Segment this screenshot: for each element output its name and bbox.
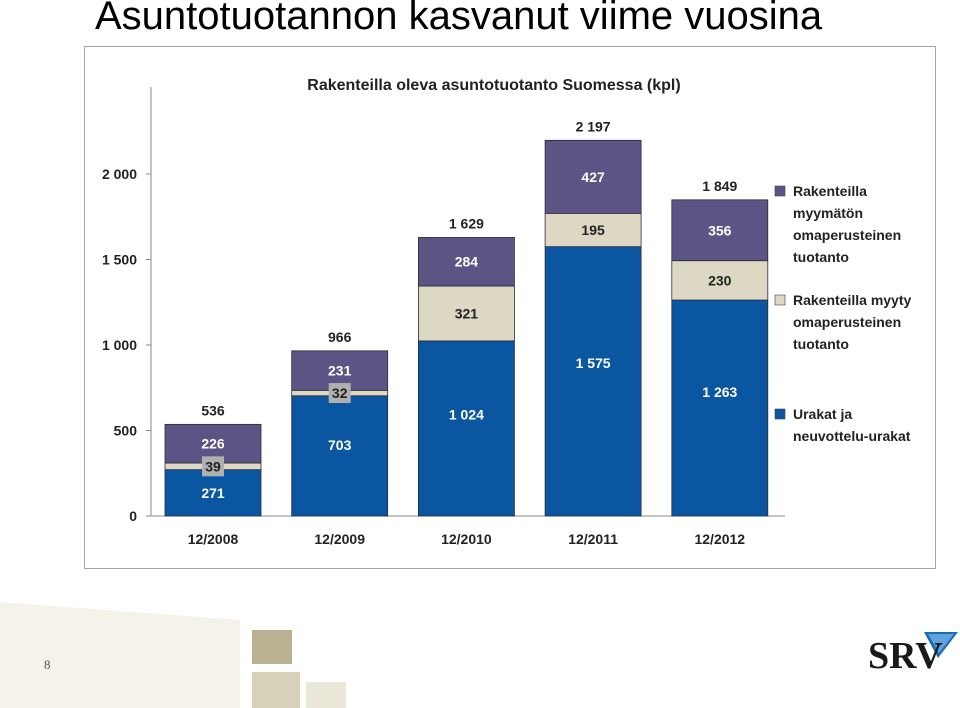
total-label: 966 xyxy=(328,329,352,345)
slide-title: Asuntotuotannon kasvanut viime vuosina xyxy=(95,0,823,38)
small-label-box xyxy=(202,456,224,477)
x-tick-label: 12/2010 xyxy=(441,531,492,547)
data-label: 1 575 xyxy=(576,355,611,371)
legend-label: omaperusteinen xyxy=(793,314,901,330)
srv-logo: SRV xyxy=(868,632,958,672)
y-tick-label: 0 xyxy=(129,508,137,524)
x-tick-label: 12/2011 xyxy=(568,531,618,547)
bar-segment xyxy=(544,139,642,214)
data-label: 230 xyxy=(708,272,732,288)
legend-label: tuotanto xyxy=(793,249,849,265)
data-label: 1 024 xyxy=(449,407,484,423)
data-label: 231 xyxy=(328,363,352,379)
y-tick-label: 2 000 xyxy=(102,166,137,182)
bar-segment xyxy=(544,246,642,517)
chart-frame: Rakenteilla oleva asuntotuotanto Suomess… xyxy=(84,46,936,569)
legend-swatch xyxy=(774,185,786,197)
bar-segment xyxy=(671,260,769,301)
legend-swatch xyxy=(774,408,786,420)
bar-segment xyxy=(544,212,642,248)
data-label: 284 xyxy=(455,254,479,270)
legend-swatch xyxy=(774,294,786,306)
decorative-corner-shapes xyxy=(0,602,346,708)
legend-label: tuotanto xyxy=(793,336,849,352)
total-label: 536 xyxy=(201,402,225,418)
data-label: 32 xyxy=(332,385,348,401)
data-label: 271 xyxy=(201,485,225,501)
stacked-bar-chart: Rakenteilla oleva asuntotuotanto Suomess… xyxy=(102,77,912,547)
legend-label: neuvottelu-urakat xyxy=(793,428,911,444)
legend-label: Rakenteilla myyty xyxy=(793,292,911,308)
data-label: 321 xyxy=(455,305,479,321)
data-label: 1 263 xyxy=(702,384,737,400)
data-label: 356 xyxy=(708,222,732,238)
bar-segment xyxy=(417,237,515,287)
bar-segment xyxy=(164,469,262,517)
legend-label: omaperusteinen xyxy=(793,227,901,243)
data-label: 427 xyxy=(581,169,605,185)
legend-label: Urakat ja xyxy=(793,406,852,422)
legend-label: myymätön xyxy=(793,205,863,221)
small-label-box xyxy=(328,383,351,404)
total-label: 2 197 xyxy=(576,118,611,134)
x-tick-label: 12/2012 xyxy=(694,531,745,547)
page-number: 8 xyxy=(44,657,51,672)
data-label: 703 xyxy=(328,437,352,453)
x-tick-label: 12/2008 xyxy=(188,531,239,547)
data-label: 39 xyxy=(205,458,221,474)
bar-segment xyxy=(671,199,769,262)
total-label: 1 629 xyxy=(449,215,484,231)
logo-text: SRV xyxy=(868,635,943,672)
y-tick-label: 1 500 xyxy=(102,252,137,268)
y-tick-label: 1 000 xyxy=(102,337,137,353)
chart-title: Rakenteilla oleva asuntotuotanto Suomess… xyxy=(307,77,680,94)
bar-segment xyxy=(671,299,769,517)
total-label: 1 849 xyxy=(702,178,737,194)
data-label: 226 xyxy=(201,436,225,452)
data-label: 195 xyxy=(581,222,605,238)
bar-segment xyxy=(417,340,515,517)
legend-label: Rakenteilla xyxy=(793,183,867,199)
y-tick-label: 500 xyxy=(114,423,138,439)
x-tick-label: 12/2009 xyxy=(314,531,365,547)
bar-segment xyxy=(291,395,389,517)
